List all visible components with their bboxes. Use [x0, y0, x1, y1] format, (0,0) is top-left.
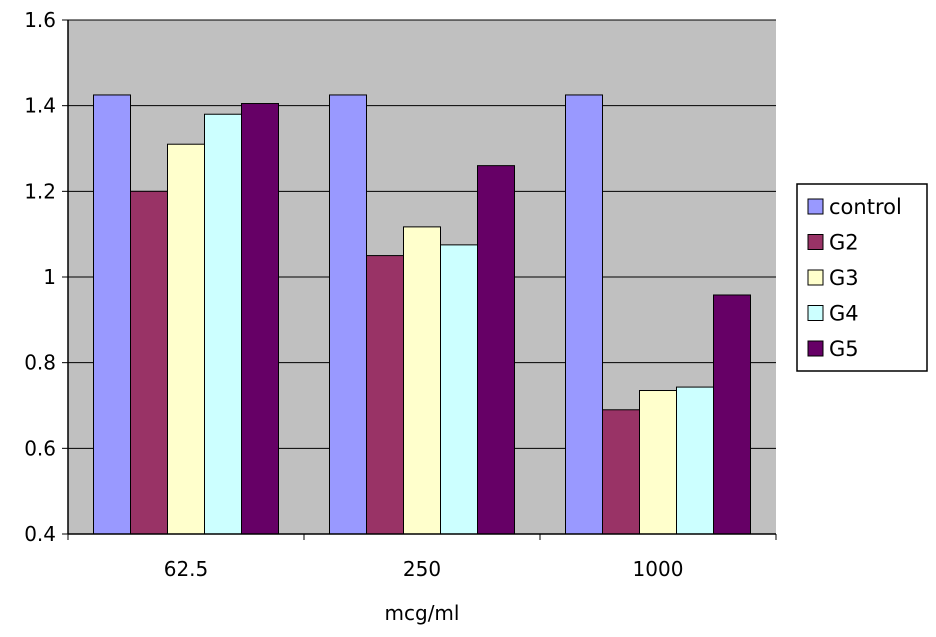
- bar-g5-62.5: [241, 103, 279, 535]
- legend-swatch-g4: [807, 305, 824, 321]
- y-tick-label: 1.6: [24, 8, 56, 32]
- y-tick-label: 0.6: [24, 436, 56, 460]
- legend-label-g3: G3: [829, 266, 859, 290]
- bar-g3-62.5: [167, 143, 205, 535]
- bar-g4-62.5: [204, 113, 242, 535]
- legend-swatch-g2: [807, 234, 824, 250]
- bar-control-62.5: [93, 94, 131, 535]
- legend-label-control: control: [829, 195, 902, 219]
- bar-control-250: [329, 94, 367, 535]
- bar-g5-250: [477, 165, 515, 535]
- legend-swatch-g5: [807, 340, 824, 357]
- x-tick-labels: 62.5 250 1000: [164, 557, 684, 581]
- bars: [93, 94, 751, 535]
- bar-control-1000: [565, 94, 603, 535]
- legend-label-g5: G5: [829, 337, 859, 361]
- axes: [62, 19, 777, 540]
- y-tick-labels: 0.4 0.6 0.8 1 1.2 1.4 1.6: [24, 8, 56, 546]
- bar-g5-1000: [713, 294, 751, 535]
- legend-swatch-control: [807, 198, 824, 215]
- y-tick-label: 1.2: [24, 179, 56, 203]
- x-tick-label: 62.5: [164, 557, 209, 581]
- bar-g2-250: [366, 255, 404, 535]
- bar-g2-62.5: [130, 190, 168, 535]
- bar-g4-250: [440, 244, 478, 535]
- y-tick-label: 0.8: [24, 351, 56, 375]
- x-tick-label: 250: [403, 557, 441, 581]
- bar-g2-1000: [602, 409, 640, 535]
- legend-label-g2: G2: [829, 231, 859, 255]
- legend-label-g4: G4: [829, 302, 859, 326]
- x-axis-title: mcg/ml: [385, 601, 460, 625]
- bar-g4-1000: [676, 386, 714, 535]
- bar-g3-1000: [639, 390, 677, 535]
- y-tick-label: 0.4: [24, 522, 56, 546]
- y-tick-label: 1: [43, 265, 56, 289]
- bar-g3-250: [403, 226, 441, 535]
- legend-swatch-g3: [807, 269, 824, 286]
- x-tick-label: 1000: [633, 557, 684, 581]
- y-tick-label: 1.4: [24, 94, 56, 118]
- legend: control G2 G3 G4 G5: [796, 183, 928, 372]
